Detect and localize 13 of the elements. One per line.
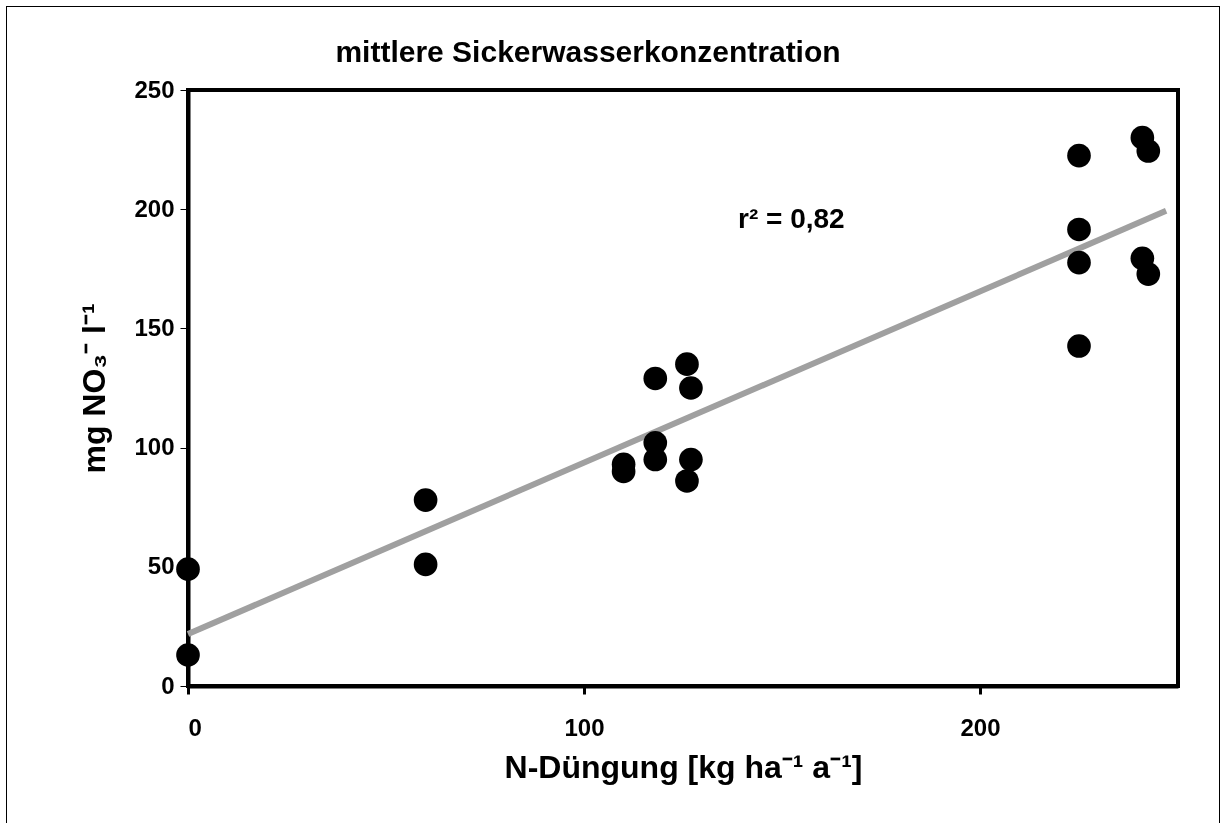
x-axis-title: N-Düngung [kg ha⁻¹ a⁻¹] (504, 748, 863, 785)
y-tick-label: 200 (134, 194, 175, 222)
chart-title: mittlere Sickerwasserkonzentration (335, 35, 841, 68)
y-tick-label: 250 (134, 75, 175, 103)
y-tick-label: 100 (134, 433, 175, 461)
x-tick-label: 0 (188, 713, 202, 741)
x-tick-label: 100 (564, 713, 605, 741)
annotation: r² = 0,82 (738, 203, 845, 234)
x-tick-label: 200 (960, 713, 1001, 741)
y-tick-label: 150 (134, 313, 175, 341)
y-axis-title: mg NO₃⁻ l⁻¹ (76, 303, 113, 474)
y-tick-label: 50 (147, 552, 175, 580)
y-tick-label: 0 (161, 671, 175, 699)
